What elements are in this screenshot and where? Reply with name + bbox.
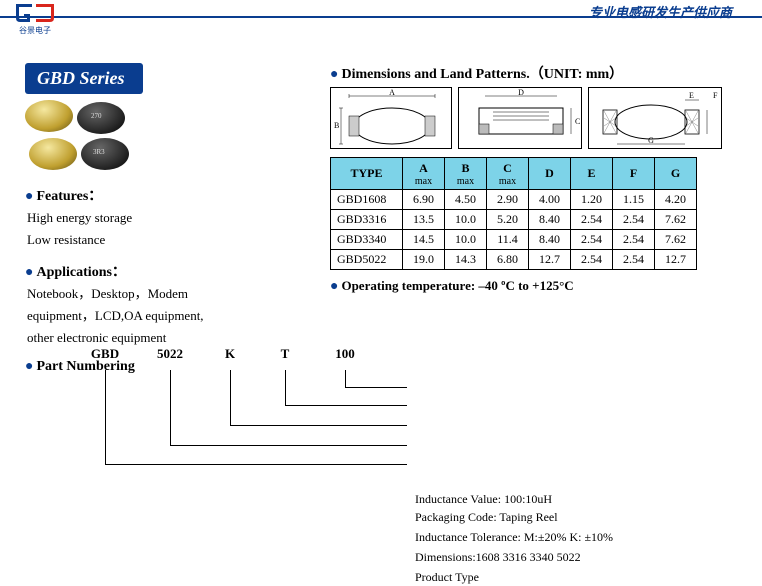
cell: 13.5 [403, 210, 445, 230]
applications-line: equipment，LCD,OA equipment, [27, 305, 325, 327]
th-a: Amax [403, 158, 445, 190]
features-line: High energy storage [27, 207, 325, 229]
cell: 2.54 [613, 210, 655, 230]
diagram-land-pattern: E F G [588, 87, 722, 149]
cell-type: GBD3340 [331, 230, 403, 250]
diagram-side-view: D C [458, 87, 582, 149]
part-numbering-section: GBD 5022 K T 100 Inductance Value: 100:1… [25, 346, 725, 480]
cell: 14.5 [403, 230, 445, 250]
pn-desc-line: Packaging Code: Taping Reel [415, 508, 558, 526]
part-number-brackets [25, 370, 725, 480]
pn-desc-line: Dimensions:1608 3316 3340 5022 [415, 548, 581, 566]
cell: 2.54 [571, 250, 613, 270]
th-e: E [571, 158, 613, 190]
features-body: High energy storage Low resistance [25, 207, 325, 251]
header-bar: 谷景电子 专业电感研发生产供应商 [0, 0, 762, 18]
pn-part: T [275, 346, 295, 362]
pn-part: 5022 [150, 346, 190, 362]
content: GBD Series 270 3R3 ●Features： High energ… [0, 18, 762, 50]
applications-body: Notebook，Desktop，Modem equipment，LCD,OA … [25, 283, 325, 349]
svg-text:F: F [713, 91, 718, 100]
pn-desc-line: Inductance Tolerance: M:±20% K: ±10% [415, 528, 613, 546]
cell: 7.62 [655, 230, 697, 250]
th-type: TYPE [331, 158, 403, 190]
cell-type: GBD1608 [331, 190, 403, 210]
table-row: GBD16086.904.502.904.001.201.154.20 [331, 190, 697, 210]
applications-heading: ●Applications： [25, 261, 325, 281]
svg-text:C: C [575, 117, 580, 126]
cell: 2.54 [571, 210, 613, 230]
cell: 2.54 [613, 230, 655, 250]
svg-text:G: G [648, 136, 654, 145]
pn-part: GBD [85, 346, 125, 362]
cell: 2.54 [571, 230, 613, 250]
applications-line: Notebook，Desktop，Modem [27, 283, 325, 305]
cell-type: GBD3316 [331, 210, 403, 230]
svg-text:D: D [518, 88, 524, 97]
dimensions-heading: ●Dimensions and Land Patterns.（UNIT: mm） [330, 63, 730, 83]
cell: 4.50 [445, 190, 487, 210]
th-b: Bmax [445, 158, 487, 190]
cell: 8.40 [529, 230, 571, 250]
cell: 6.80 [487, 250, 529, 270]
left-column: GBD Series 270 3R3 ●Features： High energ… [25, 63, 325, 375]
cell: 1.15 [613, 190, 655, 210]
features-heading: ●Features： [25, 185, 325, 205]
table-header-row: TYPE Amax Bmax Cmax D E F G [331, 158, 697, 190]
th-g: G [655, 158, 697, 190]
th-c: Cmax [487, 158, 529, 190]
cell: 6.90 [403, 190, 445, 210]
pn-desc-line: Inductance Value: 100:10uH [415, 490, 552, 508]
cell: 14.3 [445, 250, 487, 270]
diagram-top-view: A B [330, 87, 452, 149]
cell: 2.54 [613, 250, 655, 270]
svg-text:E: E [689, 91, 694, 100]
cell: 12.7 [655, 250, 697, 270]
table-row: GBD502219.014.36.8012.72.542.5412.7 [331, 250, 697, 270]
bullet-icon: ● [25, 265, 33, 280]
cell: 1.20 [571, 190, 613, 210]
cell: 8.40 [529, 210, 571, 230]
th-d: D [529, 158, 571, 190]
bullet-icon: ● [330, 279, 338, 294]
right-column: ●Dimensions and Land Patterns.（UNIT: mm）… [330, 63, 730, 295]
cell: 19.0 [403, 250, 445, 270]
bullet-icon: ● [25, 189, 33, 204]
part-number-row: GBD 5022 K T 100 [25, 346, 725, 366]
cell: 12.7 [529, 250, 571, 270]
pn-part: K [220, 346, 240, 362]
cell: 4.20 [655, 190, 697, 210]
svg-text:B: B [334, 121, 339, 130]
bullet-icon: ● [330, 67, 338, 82]
table-row: GBD334014.510.011.48.402.542.547.62 [331, 230, 697, 250]
dimension-diagrams: A B D [330, 87, 730, 149]
cell: 4.00 [529, 190, 571, 210]
dimensions-table: TYPE Amax Bmax Cmax D E F G GBD16086.904… [330, 157, 697, 270]
pn-desc-line: Product Type [415, 568, 479, 586]
cell: 7.62 [655, 210, 697, 230]
operating-temperature: ●Operating temperature: –40 ºC to +125°C [330, 278, 730, 295]
features-line: Low resistance [27, 229, 325, 251]
cell-type: GBD5022 [331, 250, 403, 270]
cell: 5.20 [487, 210, 529, 230]
svg-text:A: A [389, 88, 395, 97]
cell: 11.4 [487, 230, 529, 250]
series-badge: GBD Series [25, 63, 143, 94]
cell: 10.0 [445, 210, 487, 230]
cell: 10.0 [445, 230, 487, 250]
cell: 2.90 [487, 190, 529, 210]
pn-part: 100 [330, 346, 360, 362]
product-photo: 270 3R3 [25, 100, 145, 175]
th-f: F [613, 158, 655, 190]
table-row: GBD331613.510.05.208.402.542.547.62 [331, 210, 697, 230]
